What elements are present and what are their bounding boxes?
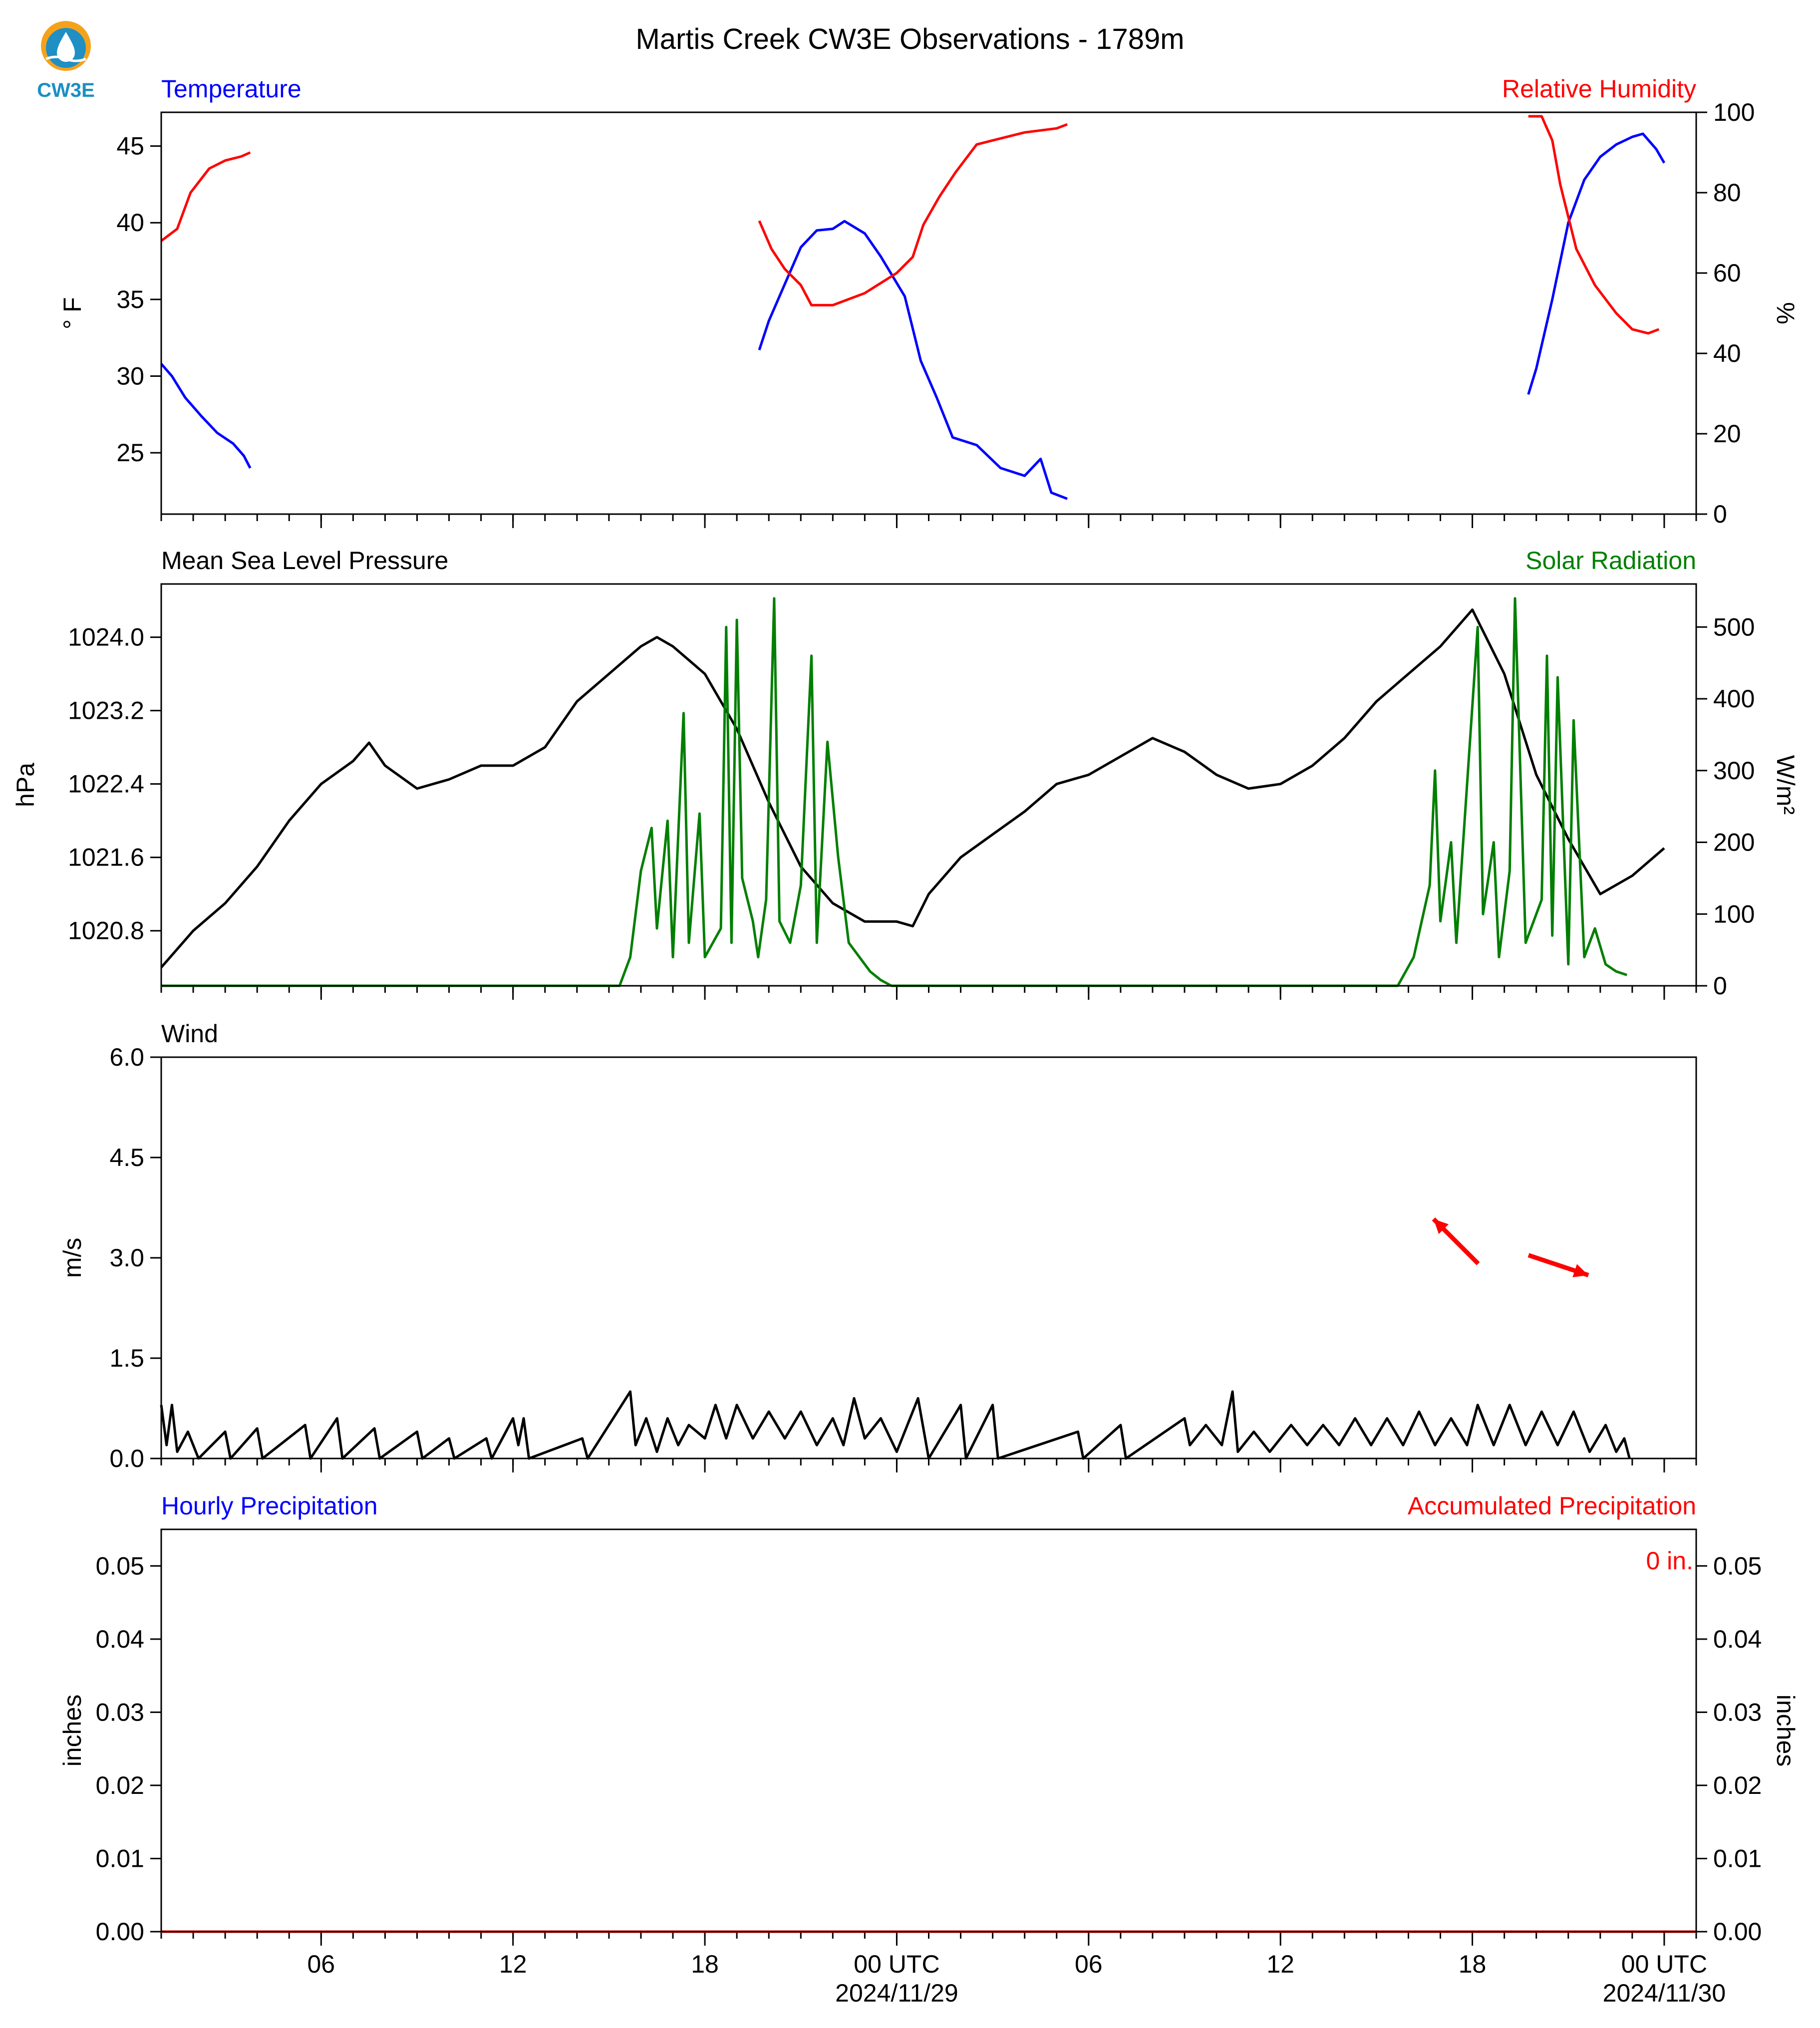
y-right-tick-label: 400	[1713, 685, 1755, 713]
humidity-line	[160, 151, 251, 242]
y-left-tick-label: 1024.0	[68, 623, 144, 651]
x-tick-label: 18	[1459, 1950, 1487, 1978]
y-right-tick-label: 80	[1713, 179, 1741, 207]
humidity-line	[1528, 115, 1660, 335]
x-tick-label: 12	[499, 1950, 527, 1978]
panel-2: 1020.8 1021.6 1022.4 1023.2 1024.0 0 100 200 300…	[11, 547, 1800, 1000]
y-left-tick-label: 1022.4	[68, 770, 144, 798]
x-tick-label: 00 UTC	[854, 1950, 939, 1978]
y-right-tick-label: 60	[1713, 259, 1741, 287]
y-right-tick-label: 0.01	[1713, 1844, 1762, 1872]
panel-left-title: Temperature	[161, 75, 302, 103]
y-left-axis-label: m/s	[58, 1238, 86, 1278]
y-right-tick-label: 20	[1713, 420, 1741, 448]
y-left-tick-label: 1020.8	[68, 917, 144, 945]
chart-title: Martis Creek CW3E Observations - 1789m	[635, 23, 1184, 55]
y-right-tick-label: 0	[1713, 972, 1727, 1000]
x-tick-label: 06	[307, 1950, 335, 1978]
panel-left-title: Wind	[161, 1020, 218, 1048]
x-date-label: 2024/11/29	[835, 1979, 958, 2007]
x-tick-label: 00 UTC	[1621, 1950, 1707, 1978]
panel-frame	[160, 1056, 1697, 1459]
panel-frame	[160, 583, 1697, 987]
y-right-tick-label: 0.00	[1713, 1918, 1762, 1946]
temperature-line	[160, 363, 252, 469]
wind-arrow-head	[1572, 1264, 1588, 1277]
temperature-line	[758, 220, 1068, 500]
y-right-tick-label: 0.05	[1713, 1552, 1762, 1580]
x-tick-label: 06	[1075, 1950, 1103, 1978]
y-left-tick-label: 1.5	[109, 1344, 144, 1372]
y-left-tick-label: 35	[116, 286, 144, 313]
solar-line	[161, 597, 1627, 987]
panel-right-title: Accumulated Precipitation	[1408, 1492, 1696, 1520]
y-left-tick-label: 6.0	[109, 1043, 144, 1071]
x-date-label: 2024/11/30	[1603, 1979, 1726, 2007]
y-right-axis-label: inches	[1772, 1695, 1800, 1767]
y-left-tick-label: 1021.6	[68, 844, 144, 871]
y-left-tick-label: 30	[116, 362, 144, 390]
y-left-tick-label: 3.0	[109, 1244, 144, 1272]
y-left-tick-label: 4.5	[109, 1144, 144, 1171]
y-left-tick-label: 25	[116, 439, 144, 467]
panel-left-title: Mean Sea Level Pressure	[161, 547, 448, 575]
x-tick-label: 12	[1266, 1950, 1294, 1978]
panel-frame	[160, 111, 1697, 515]
humidity-line	[758, 123, 1068, 306]
panel-3: 0.0 1.5 3.0 4.5 6.0 m/s Wind	[58, 1020, 1697, 1472]
y-left-tick-label: 45	[116, 132, 144, 160]
y-left-axis-label: inches	[58, 1695, 86, 1767]
y-right-axis-label: W/m²	[1772, 755, 1800, 815]
x-tick-label: 18	[691, 1950, 719, 1978]
y-left-tick-label: 40	[116, 209, 144, 237]
y-left-tick-label: 0.04	[96, 1625, 144, 1653]
y-left-tick-label: 0.0	[109, 1445, 144, 1472]
y-right-axis-label: %	[1772, 302, 1800, 324]
wind-arrow-head	[1433, 1219, 1449, 1234]
logo-drop-icon	[57, 32, 75, 62]
y-left-axis-label: hPa	[11, 763, 39, 807]
y-left-tick-label: 0.02	[96, 1771, 144, 1799]
y-right-tick-label: 500	[1713, 613, 1755, 641]
y-left-axis-label: ° F	[58, 297, 86, 329]
y-right-tick-label: 0	[1713, 500, 1727, 528]
panel-1: 25 30 35 40 45 0 20 40 60 80 100 ° F % Temperature Rel…	[58, 75, 1800, 528]
cw3e-logo: CW3E	[37, 21, 95, 101]
panel-right-title: Solar Radiation	[1525, 547, 1696, 575]
y-right-tick-label: 0.03	[1713, 1698, 1762, 1726]
y-right-tick-label: 300	[1713, 757, 1755, 785]
logo-wave-icon	[45, 55, 86, 62]
y-right-tick-label: 100	[1713, 900, 1755, 928]
panel-frame	[160, 1528, 1697, 1933]
panel-right-title: Relative Humidity	[1502, 75, 1696, 103]
temperature-line	[1527, 132, 1666, 395]
y-left-tick-label: 0.05	[96, 1552, 144, 1580]
wind-line	[160, 1390, 1631, 1460]
y-left-tick-label: 1023.2	[68, 697, 144, 725]
y-left-tick-label: 0.03	[96, 1698, 144, 1726]
accumulated-total-label: 0 in.	[1646, 1547, 1693, 1575]
y-right-tick-label: 200	[1713, 829, 1755, 857]
y-right-tick-label: 100	[1713, 98, 1755, 126]
y-left-tick-label: 0.01	[96, 1844, 144, 1872]
y-right-tick-label: 0.04	[1713, 1625, 1762, 1653]
y-right-tick-label: 0.02	[1713, 1771, 1762, 1799]
y-left-tick-label: 0.00	[96, 1918, 144, 1946]
y-right-tick-label: 40	[1713, 339, 1741, 367]
panel-left-title: Hourly Precipitation	[161, 1492, 378, 1520]
logo-text: CW3E	[37, 79, 95, 101]
pressure-line	[160, 608, 1665, 968]
